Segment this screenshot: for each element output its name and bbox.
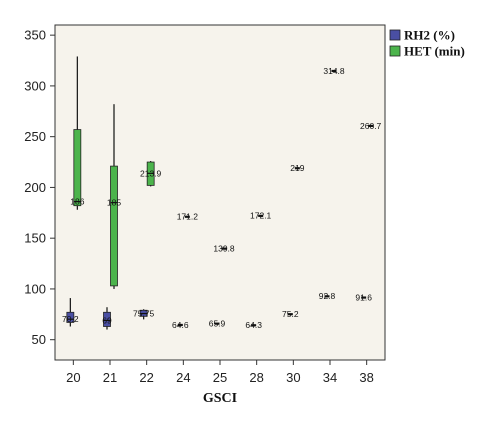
legend-label: HET (min) xyxy=(404,44,465,59)
x-tick-label: 34 xyxy=(323,370,337,385)
box-iqr xyxy=(103,311,111,327)
box-point xyxy=(184,215,190,218)
x-tick-label: 20 xyxy=(66,370,80,385)
plot-background xyxy=(54,24,386,361)
data-label: 64.6 xyxy=(172,320,189,330)
y-tick-label: 150 xyxy=(24,231,46,246)
box-point xyxy=(361,296,367,299)
data-label: 186 xyxy=(70,197,84,207)
data-label: 219 xyxy=(290,163,304,173)
data-label: 64.3 xyxy=(245,320,262,330)
x-tick-label: 21 xyxy=(103,370,117,385)
x-tick-label: 30 xyxy=(286,370,300,385)
box-point xyxy=(214,322,220,325)
y-axis: 50 100 150 200 250 300 350 xyxy=(24,28,55,347)
x-axis: 20 21 22 24 25 28 30 34 38 xyxy=(66,360,374,385)
data-label: 92.8 xyxy=(319,291,336,301)
box-point xyxy=(177,323,183,327)
box-point xyxy=(331,69,337,73)
legend-swatch xyxy=(389,45,401,57)
box-iqr xyxy=(73,129,82,207)
data-label: 70.2 xyxy=(62,314,79,324)
legend-label: RH2 (%) xyxy=(404,28,455,43)
box-point xyxy=(221,247,227,250)
box-point xyxy=(287,313,293,316)
x-tick-label: 22 xyxy=(139,370,153,385)
box-iqr xyxy=(66,311,75,323)
box-point xyxy=(294,167,300,170)
data-label: 185 xyxy=(107,198,121,208)
data-label: 65.9 xyxy=(209,319,226,329)
box-point xyxy=(368,124,374,128)
data-label: 69 xyxy=(102,315,112,325)
box-point xyxy=(324,295,330,298)
data-label: 172.1 xyxy=(250,211,272,221)
box-point xyxy=(251,324,257,327)
x-tick-label: 38 xyxy=(359,370,373,385)
x-tick-label: 24 xyxy=(176,370,190,385)
legend-swatch xyxy=(389,29,401,41)
y-tick-label: 100 xyxy=(24,281,46,296)
x-tick-label: 25 xyxy=(213,370,227,385)
y-tick-label: 250 xyxy=(24,129,46,144)
x-axis-title: GSCI xyxy=(203,391,237,406)
y-tick-label: 300 xyxy=(24,78,46,93)
data-label: 75.2 xyxy=(282,309,299,319)
data-label: 171.2 xyxy=(177,212,199,222)
data-label: 314.8 xyxy=(323,66,345,76)
x-tick-label: 28 xyxy=(249,370,263,385)
box-point xyxy=(258,214,264,217)
data-label: 213.9 xyxy=(140,168,162,178)
data-label: 91.6 xyxy=(355,292,372,302)
plot-marks: 70.2 69 75.75 64.6 65.9 64.3 75.2 92.8 91.6 186 18… xyxy=(62,56,382,330)
y-tick-label: 350 xyxy=(24,28,46,43)
y-tick-label: 50 xyxy=(32,332,46,347)
data-label: 260.7 xyxy=(360,121,382,131)
data-label: 139.8 xyxy=(213,244,235,254)
box-iqr xyxy=(110,165,118,287)
data-label: 75.75 xyxy=(133,309,155,319)
legend: RH2 (%)HET (min) xyxy=(389,28,465,59)
y-tick-label: 200 xyxy=(24,180,46,195)
